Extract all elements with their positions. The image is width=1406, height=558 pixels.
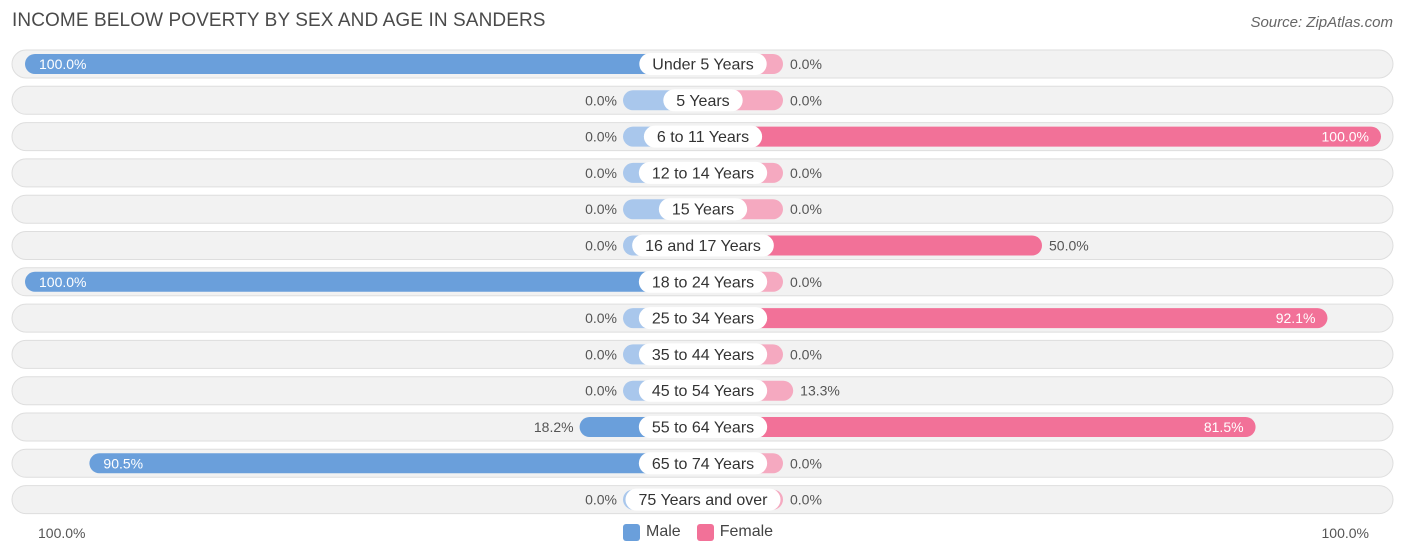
category-pill	[639, 53, 767, 75]
category-label: 55 to 64 Years	[652, 420, 754, 437]
value-label-female: 0.0%	[790, 165, 822, 181]
value-label-male: 0.0%	[585, 492, 617, 508]
category-label: 35 to 44 Years	[652, 347, 754, 364]
category-pill	[638, 307, 768, 330]
category-pill	[632, 234, 774, 257]
category-pill	[663, 89, 743, 112]
value-label-female: 0.0%	[790, 492, 822, 508]
category-pill	[638, 379, 768, 402]
category-label: 25 to 34 Years	[652, 311, 754, 328]
chart-title: INCOME BELOW POVERTY BY SEX AND AGE IN S…	[12, 10, 546, 31]
value-label-female: 0.0%	[790, 56, 822, 72]
value-label-male: 0.0%	[585, 310, 617, 326]
legend-male: Male	[623, 523, 681, 541]
category-pill	[638, 161, 768, 184]
category-pill	[638, 343, 768, 366]
category-label: 16 and 17 Years	[645, 238, 761, 255]
value-label-male: 0.0%	[585, 201, 617, 217]
bar-male	[25, 271, 703, 292]
category-label: 12 to 14 Years	[652, 165, 754, 182]
value-label-female: 13.3%	[800, 383, 840, 399]
category-label: 15 Years	[672, 202, 734, 219]
value-label-female: 0.0%	[790, 201, 822, 217]
axis-left-label: 100.0%	[38, 525, 86, 541]
value-label-male: 0.0%	[585, 129, 617, 145]
value-label-male: 18.2%	[534, 419, 574, 435]
value-label-male: 90.5%	[103, 455, 143, 471]
value-label-female: 100.0%	[1322, 129, 1369, 145]
value-label-male: 0.0%	[585, 238, 617, 254]
value-label-female: 81.5%	[1204, 419, 1244, 435]
value-label-female: 92.1%	[1276, 310, 1316, 326]
category-label: 6 to 11 Years	[657, 129, 749, 146]
value-label-female: 0.0%	[790, 455, 822, 471]
category-label: Under 5 Years	[652, 57, 753, 74]
chart-area: 100.0% 0.0% Under 5 Years 0.0% 0.0% 5 Years 0.…	[11, 49, 1394, 515]
category-label: 5 Years	[676, 93, 729, 110]
category-label: 65 to 74 Years	[652, 456, 754, 473]
bar-female	[703, 308, 1328, 329]
value-label-female: 0.0%	[790, 274, 822, 290]
category-pill	[638, 416, 768, 438]
value-label-male: 0.0%	[585, 383, 617, 399]
category-label: 45 to 54 Years	[652, 383, 754, 400]
legend-male-swatch	[623, 523, 640, 541]
value-label-male: 0.0%	[585, 346, 617, 362]
value-label-male: 0.0%	[585, 92, 617, 108]
bar-female	[703, 126, 1381, 147]
value-label-male: 100.0%	[39, 274, 86, 290]
category-pill	[625, 488, 781, 511]
source-note: Source: ZipAtlas.com	[1250, 14, 1393, 31]
legend-female: Female	[696, 523, 774, 541]
bar-male	[89, 453, 703, 474]
axis-right-label: 100.0%	[1321, 525, 1369, 541]
category-pill	[643, 125, 763, 148]
category-label: 75 Years and over	[639, 492, 769, 509]
value-label-male: 0.0%	[585, 165, 617, 181]
bar-female	[703, 235, 1042, 256]
value-label-female: 0.0%	[790, 346, 822, 362]
value-label-female: 50.0%	[1049, 238, 1089, 254]
legend: Male Female	[623, 523, 789, 541]
legend-female-swatch	[696, 523, 714, 541]
legend-female-label: Female	[719, 523, 774, 540]
value-label-male: 100.0%	[39, 56, 86, 72]
category-pill	[638, 452, 768, 475]
value-label-female: 0.0%	[790, 92, 822, 108]
category-pill	[638, 270, 768, 293]
category-pill	[658, 198, 748, 221]
bar-female	[703, 417, 1256, 437]
category-label: 18 to 24 Years	[652, 274, 754, 291]
legend-male-label: Male	[646, 523, 681, 540]
bar-male	[25, 54, 703, 74]
